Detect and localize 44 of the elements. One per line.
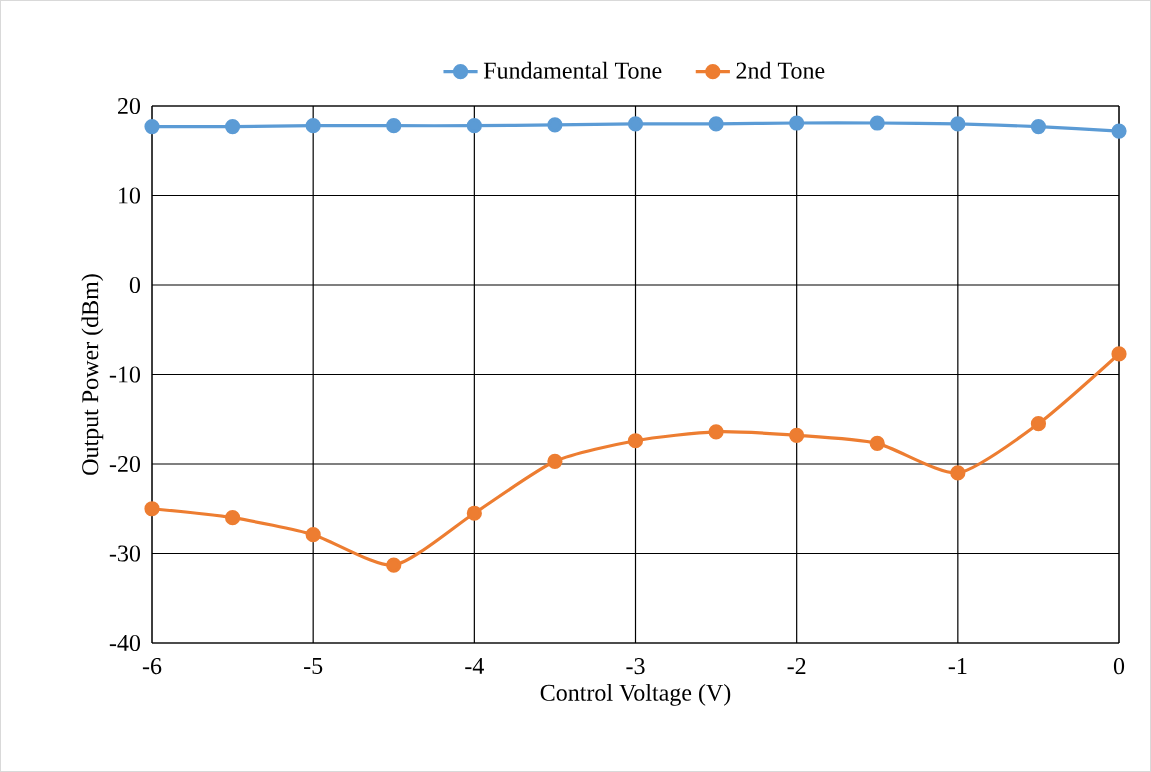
point bbox=[386, 118, 402, 134]
point bbox=[547, 453, 563, 469]
point bbox=[708, 424, 724, 440]
point bbox=[950, 116, 966, 132]
point bbox=[224, 510, 241, 526]
point bbox=[466, 118, 482, 134]
point bbox=[789, 115, 805, 131]
point bbox=[627, 433, 644, 449]
point bbox=[950, 465, 966, 481]
point bbox=[224, 118, 241, 135]
point bbox=[1111, 123, 1127, 139]
y-tick-label: -30 bbox=[109, 545, 141, 562]
x-tick-label: -3 bbox=[626, 658, 645, 675]
y-tick-label: -10 bbox=[109, 366, 141, 383]
point bbox=[1030, 416, 1047, 432]
y-tick-label: -20 bbox=[109, 455, 141, 473]
point bbox=[869, 435, 885, 452]
point bbox=[869, 115, 885, 131]
point bbox=[386, 557, 402, 573]
x-tick-label: -5 bbox=[304, 658, 323, 674]
legend-label: 2nd Tone bbox=[736, 61, 825, 79]
x-tick-label: -6 bbox=[142, 658, 162, 675]
y-tick-label: 20 bbox=[118, 97, 141, 115]
point bbox=[466, 505, 482, 521]
y-tick-label: -40 bbox=[109, 634, 141, 652]
x-tick-label: -4 bbox=[465, 658, 484, 674]
point bbox=[1030, 118, 1047, 135]
point bbox=[305, 118, 321, 134]
x-axis-title: Control Voltage (V) bbox=[540, 683, 731, 706]
x-tick-label: 0 bbox=[1113, 658, 1125, 675]
point bbox=[144, 501, 160, 517]
y-tick-label: 10 bbox=[119, 187, 141, 204]
point bbox=[708, 116, 724, 132]
point bbox=[627, 116, 644, 132]
x-tick-label: -2 bbox=[787, 658, 806, 674]
y-axis-title: Output Power (dBm) bbox=[81, 274, 104, 475]
y-tick-label: 0 bbox=[129, 276, 141, 294]
point bbox=[789, 427, 805, 443]
point bbox=[547, 117, 563, 133]
point bbox=[305, 527, 321, 543]
legend-label: Fundamental Tone bbox=[483, 61, 662, 79]
point bbox=[1111, 346, 1127, 362]
x-tick-label: -1 bbox=[948, 658, 967, 674]
point bbox=[144, 118, 160, 135]
